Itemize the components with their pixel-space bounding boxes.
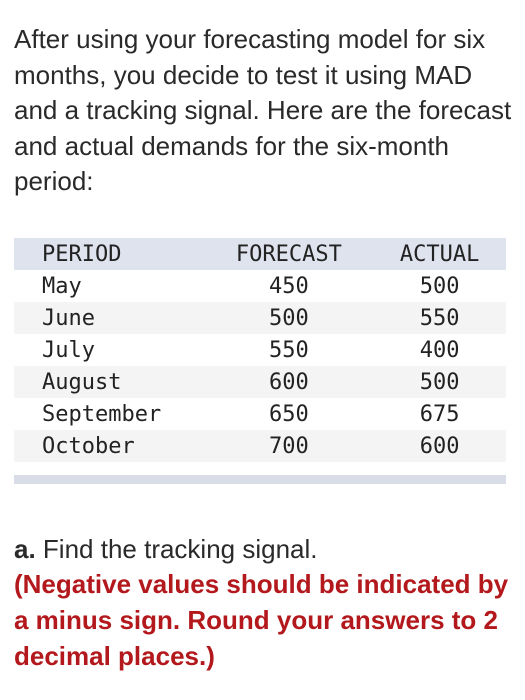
cell-forecast: 650	[268, 401, 309, 427]
cell-period: July	[42, 337, 95, 363]
problem-intro-text: After using your forecasting model for s…	[14, 24, 512, 196]
table-row: September 650 675	[14, 398, 506, 430]
cell-period: June	[42, 305, 95, 331]
cell-period: September	[42, 401, 162, 427]
cell-actual: 500	[419, 273, 460, 299]
cell-forecast: 450	[268, 273, 309, 299]
cell-actual: 500	[419, 369, 460, 395]
question-label: a.	[14, 534, 36, 564]
cell-forecast: 700	[268, 433, 309, 459]
cell-actual: 600	[419, 433, 460, 459]
cell-actual: 675	[419, 401, 460, 427]
question-text: Find the tracking signal.	[42, 534, 318, 564]
table-row: July 550 400	[14, 334, 506, 366]
answer-instruction: (Negative values should be indicated by …	[14, 569, 509, 671]
table-row: May 450 500	[14, 270, 506, 302]
question-a: a. Find the tracking signal.	[14, 531, 514, 567]
cell-forecast: 550	[268, 337, 309, 363]
cell-period: October	[42, 433, 135, 459]
forecast-actual-table: PERIOD FORECAST ACTUAL May 450 500 June …	[14, 238, 506, 462]
table-header-row: PERIOD FORECAST ACTUAL	[14, 238, 506, 270]
cell-actual: 400	[419, 337, 460, 363]
cell-forecast: 500	[268, 305, 309, 331]
table-footer-divider	[14, 475, 506, 484]
header-actual: ACTUAL	[399, 241, 480, 267]
header-period: PERIOD	[42, 241, 122, 267]
header-forecast: FORECAST	[235, 241, 342, 267]
table-row: October 700 600	[14, 430, 506, 462]
table-row: June 500 550	[14, 302, 506, 334]
cell-period: May	[42, 273, 82, 299]
table-row: August 600 500	[14, 366, 506, 398]
cell-forecast: 600	[268, 369, 309, 395]
cell-period: August	[42, 369, 122, 395]
demand-table-container: PERIOD FORECAST ACTUAL May 450 500 June …	[14, 238, 506, 484]
cell-actual: 550	[419, 305, 460, 331]
